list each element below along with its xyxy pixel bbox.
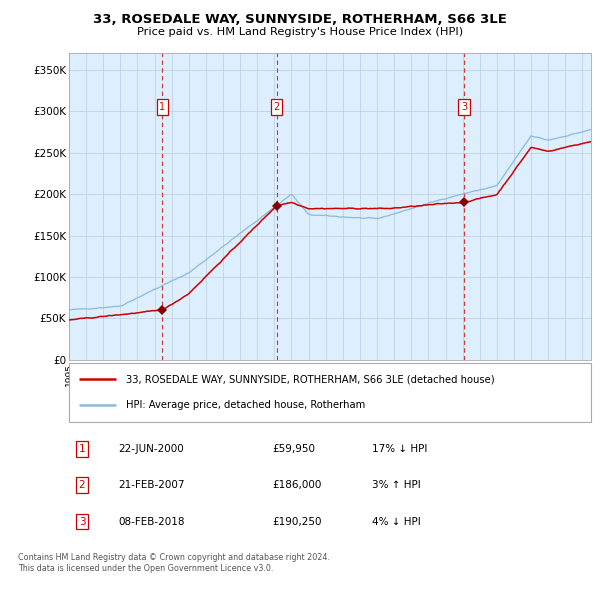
Text: Contains HM Land Registry data © Crown copyright and database right 2024.: Contains HM Land Registry data © Crown c… [18,553,330,562]
Text: 22-JUN-2000: 22-JUN-2000 [119,444,184,454]
Text: Price paid vs. HM Land Registry's House Price Index (HPI): Price paid vs. HM Land Registry's House … [137,27,463,37]
Text: £59,950: £59,950 [272,444,316,454]
Text: 17% ↓ HPI: 17% ↓ HPI [372,444,427,454]
Text: 2: 2 [79,480,85,490]
Text: 3: 3 [461,102,467,112]
Text: 08-FEB-2018: 08-FEB-2018 [119,517,185,526]
Text: 21-FEB-2007: 21-FEB-2007 [119,480,185,490]
FancyBboxPatch shape [69,363,591,422]
Text: 1: 1 [79,444,85,454]
Text: 3% ↑ HPI: 3% ↑ HPI [372,480,421,490]
Text: £190,250: £190,250 [272,517,322,526]
Text: HPI: Average price, detached house, Rotherham: HPI: Average price, detached house, Roth… [127,401,365,410]
Text: 1: 1 [160,102,166,112]
Text: £186,000: £186,000 [272,480,322,490]
Text: 33, ROSEDALE WAY, SUNNYSIDE, ROTHERHAM, S66 3LE: 33, ROSEDALE WAY, SUNNYSIDE, ROTHERHAM, … [93,13,507,26]
Text: 33, ROSEDALE WAY, SUNNYSIDE, ROTHERHAM, S66 3LE (detached house): 33, ROSEDALE WAY, SUNNYSIDE, ROTHERHAM, … [127,375,495,384]
Text: This data is licensed under the Open Government Licence v3.0.: This data is licensed under the Open Gov… [18,565,274,573]
Text: 2: 2 [274,102,280,112]
Text: 4% ↓ HPI: 4% ↓ HPI [372,517,421,526]
Text: 3: 3 [79,517,85,526]
